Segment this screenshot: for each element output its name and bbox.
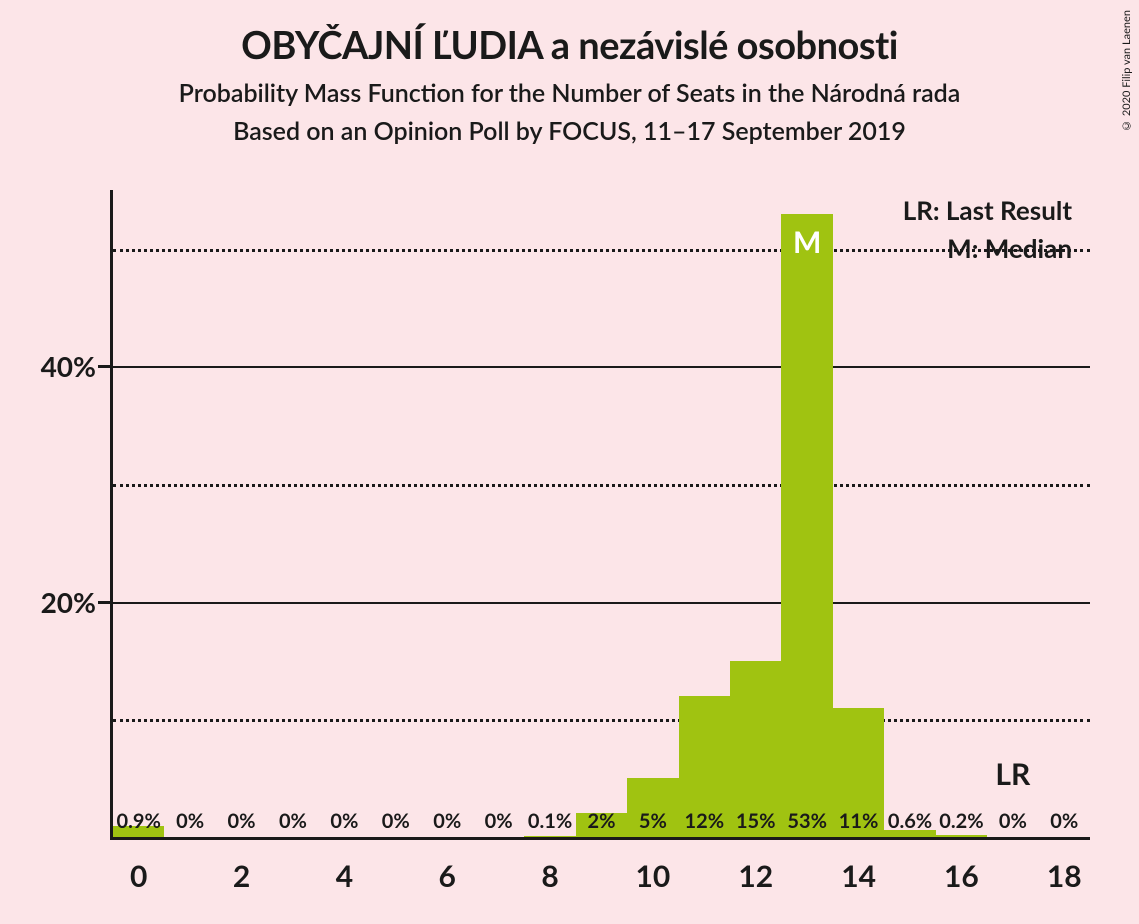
bar-value-label: 2%: [587, 809, 615, 833]
bar-value-label: 0.6%: [888, 809, 932, 833]
bar-value-label: 0%: [433, 809, 461, 833]
bar-value-label: 0%: [382, 809, 410, 833]
x-tick-label: 10: [636, 858, 671, 894]
bar-value-label: 15%: [736, 809, 776, 833]
x-tick-label: 12: [738, 858, 773, 894]
chart-subtitle-2: Based on an Opinion Poll by FOCUS, 11–17…: [0, 116, 1139, 146]
bar-value-label: 0%: [330, 809, 358, 833]
bar-value-label: 11%: [839, 809, 879, 833]
bar-value-label: 0%: [279, 809, 307, 833]
bar-value-label: 0%: [176, 809, 204, 833]
x-tick-label: 16: [944, 858, 979, 894]
bar-value-label: 0%: [999, 809, 1027, 833]
bar: M: [781, 214, 832, 837]
bar-value-label: 0%: [485, 809, 513, 833]
bar-value-label: 5%: [639, 809, 667, 833]
x-tick-label: 0: [130, 858, 147, 894]
chart-subtitle-1: Probability Mass Function for the Number…: [0, 78, 1139, 108]
last-result-marker: LR: [995, 756, 1030, 792]
y-tick-label: 40%: [41, 349, 96, 383]
x-tick-label: 8: [541, 858, 558, 894]
bar-value-label: 0.2%: [939, 809, 983, 833]
y-tick-mark: [98, 365, 110, 368]
copyright-text: © 2020 Filip van Laenen: [1120, 10, 1133, 132]
x-tick-label: 2: [233, 858, 250, 894]
chart-plot-area: LR: Last Result M: Median 20%40% 0.9%0%0…: [110, 190, 1090, 840]
x-axis-line: [110, 837, 1090, 840]
median-marker: M: [793, 224, 821, 260]
y-tick-mark: [98, 601, 110, 604]
bar-value-label: 0%: [1050, 809, 1078, 833]
x-tick-label: 14: [841, 858, 876, 894]
x-tick-label: 18: [1047, 858, 1082, 894]
x-tick-label: 4: [336, 858, 353, 894]
bar: [936, 835, 987, 837]
bar-value-label: 53%: [787, 809, 827, 833]
bar-value-label: 0%: [228, 809, 256, 833]
bar-value-label: 0.1%: [528, 809, 572, 833]
bar-value-label: 12%: [685, 809, 725, 833]
x-tick-label: 6: [439, 858, 456, 894]
bar-value-label: 0.9%: [117, 809, 161, 833]
bar: [524, 836, 575, 837]
y-tick-label: 20%: [41, 585, 96, 619]
chart-title: OBYČAJNÍ ĽUDIA a nezávislé osobnosti: [0, 22, 1139, 68]
